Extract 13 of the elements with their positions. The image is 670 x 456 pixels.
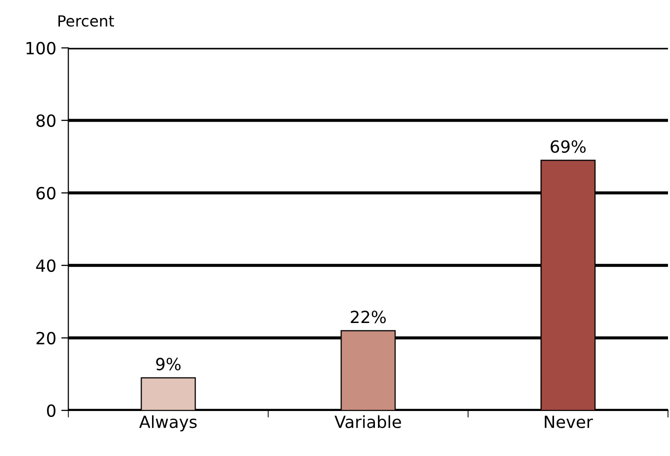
x-tick-label: Never (544, 416, 593, 428)
y-axis-title: Percent (58, 15, 114, 27)
data-label: 22% (350, 310, 386, 324)
y-tick-label: 20 (36, 332, 56, 344)
y-tick-label: 40 (36, 259, 56, 272)
y-tick-label: 60 (36, 186, 56, 200)
y-tick-label: 100 (26, 42, 56, 54)
y-tick-label: 0 (47, 404, 56, 417)
x-tick-label: Variable (334, 415, 402, 428)
y-tick-label: 80 (36, 114, 56, 127)
data-label: 69% (550, 140, 586, 153)
x-tick-label: Always (139, 415, 197, 432)
data-label: 9% (156, 358, 181, 370)
